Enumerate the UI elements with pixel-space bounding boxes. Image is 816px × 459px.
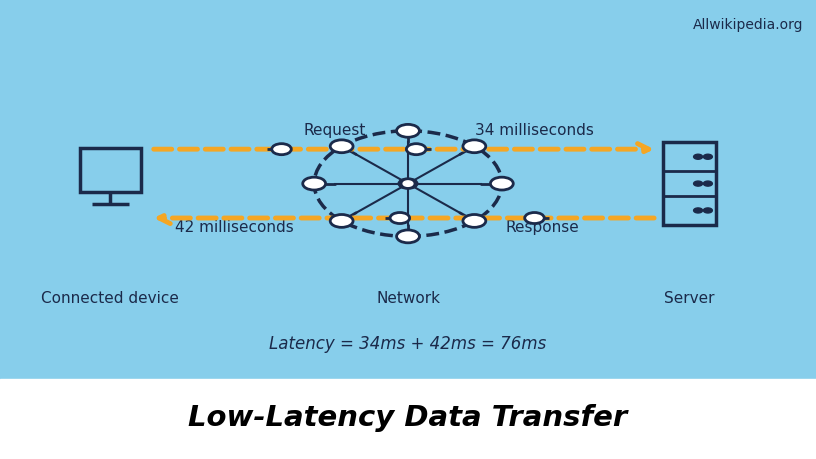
Circle shape bbox=[694, 208, 703, 213]
Circle shape bbox=[330, 214, 353, 227]
Circle shape bbox=[525, 213, 544, 224]
Circle shape bbox=[490, 177, 513, 190]
Circle shape bbox=[398, 178, 418, 189]
Circle shape bbox=[397, 124, 419, 137]
Circle shape bbox=[694, 154, 703, 159]
Circle shape bbox=[390, 213, 410, 224]
Circle shape bbox=[694, 181, 703, 186]
Circle shape bbox=[330, 140, 353, 153]
Circle shape bbox=[406, 144, 426, 155]
Text: Network: Network bbox=[376, 291, 440, 307]
Text: Response: Response bbox=[506, 220, 579, 235]
Bar bbox=[0, 379, 816, 459]
Circle shape bbox=[703, 154, 712, 159]
Text: Low-Latency Data Transfer: Low-Latency Data Transfer bbox=[188, 403, 628, 432]
Text: Server: Server bbox=[664, 291, 715, 307]
Circle shape bbox=[403, 181, 413, 186]
Circle shape bbox=[272, 144, 291, 155]
Text: 42 milliseconds: 42 milliseconds bbox=[175, 220, 294, 235]
Circle shape bbox=[303, 177, 326, 190]
Text: 34 milliseconds: 34 milliseconds bbox=[475, 123, 594, 138]
Circle shape bbox=[463, 140, 486, 153]
Circle shape bbox=[397, 230, 419, 243]
Text: Connected device: Connected device bbox=[42, 291, 179, 307]
Text: Latency = 34ms + 42ms = 76ms: Latency = 34ms + 42ms = 76ms bbox=[269, 335, 547, 353]
Circle shape bbox=[703, 181, 712, 186]
Text: Request: Request bbox=[304, 123, 366, 138]
Circle shape bbox=[463, 214, 486, 227]
Circle shape bbox=[703, 208, 712, 213]
Text: Allwikipedia.org: Allwikipedia.org bbox=[694, 18, 804, 33]
